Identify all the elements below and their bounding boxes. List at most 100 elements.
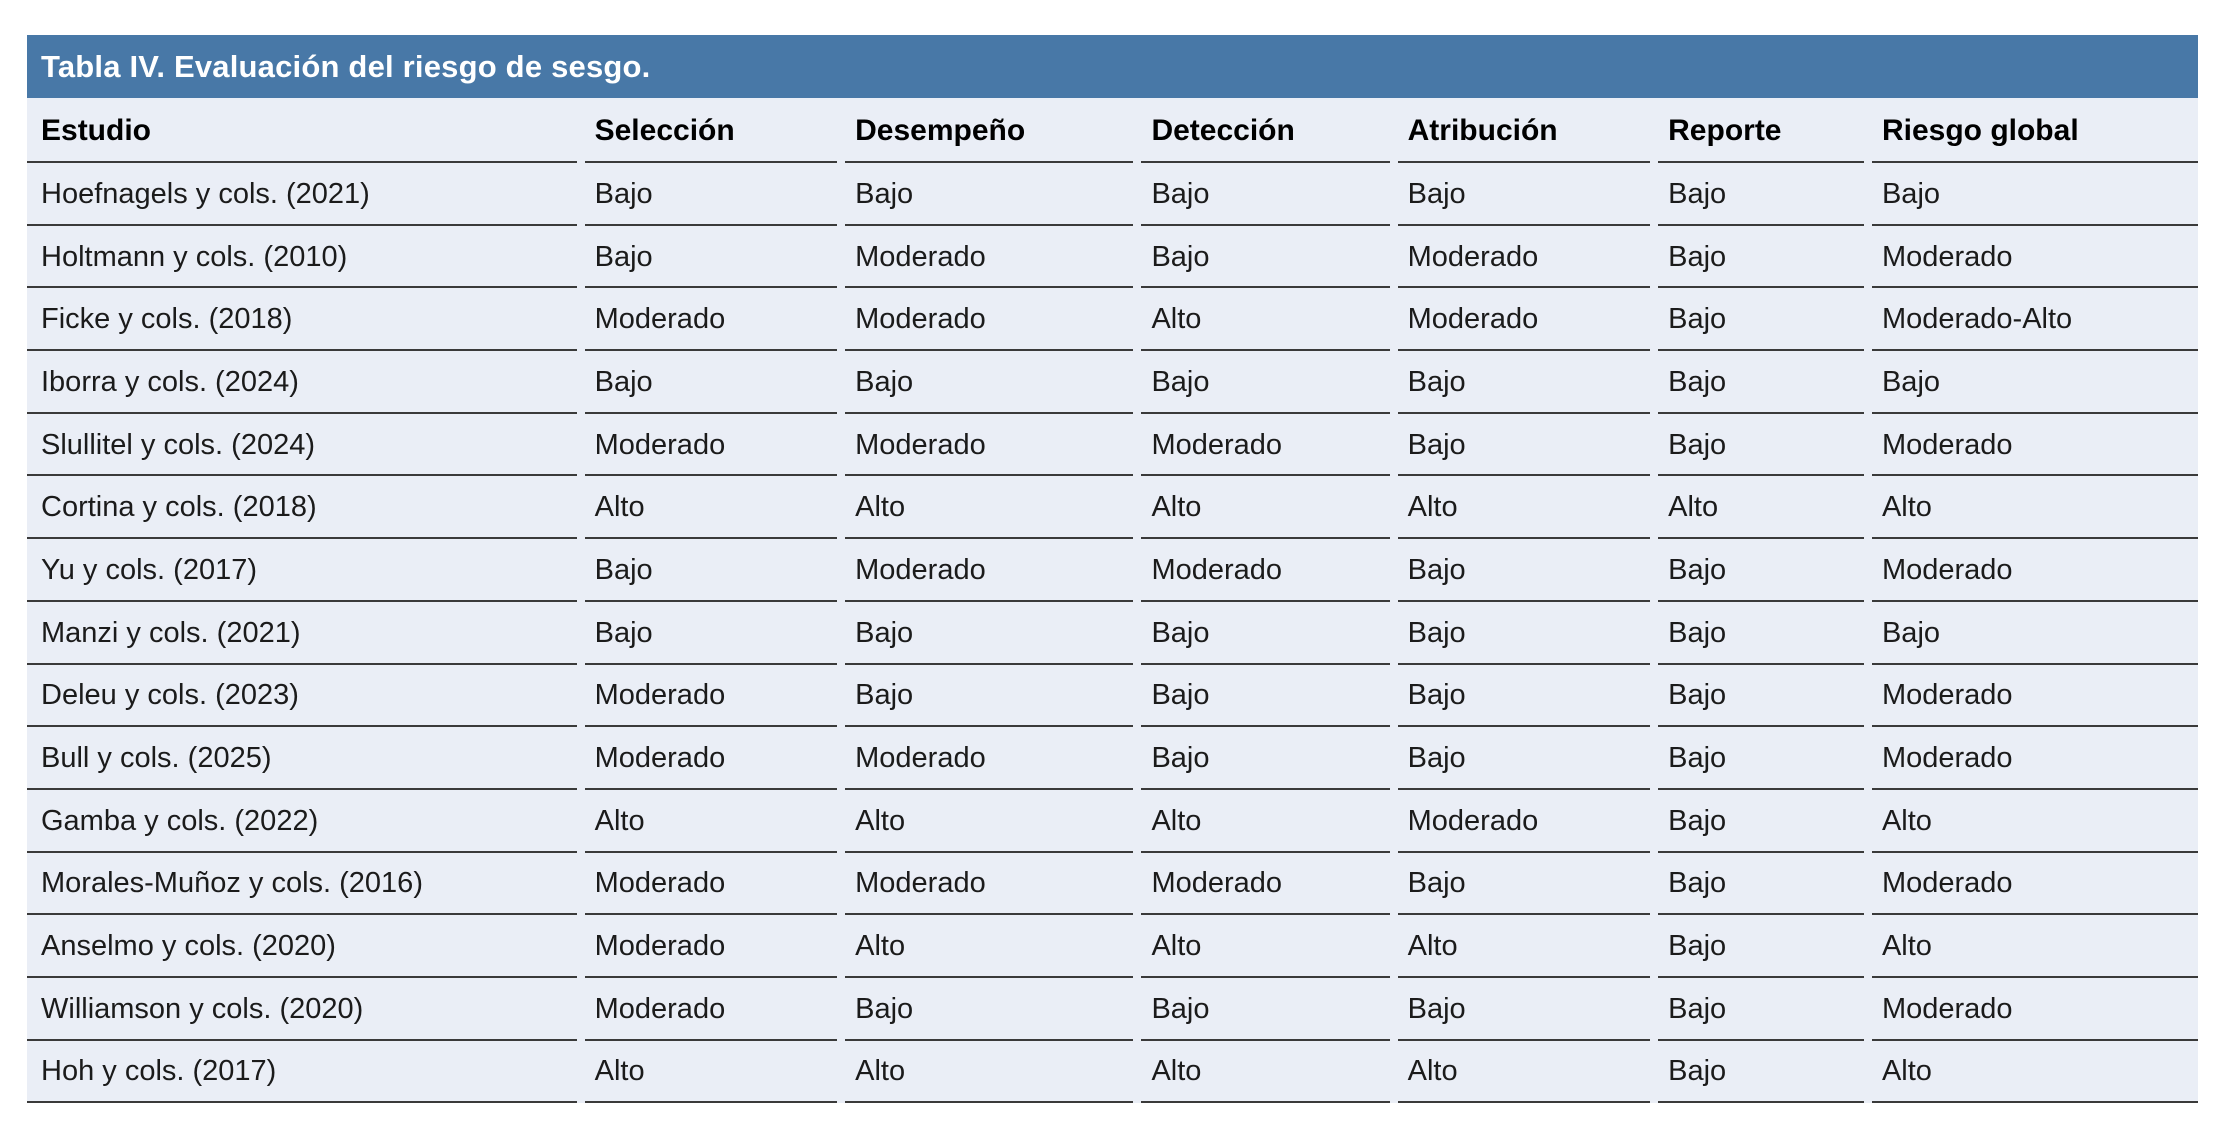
risk-cell: Bajo	[1137, 351, 1394, 414]
risk-cell: Moderado	[580, 977, 842, 1041]
table-row: Yu y cols. (2017) Bajo Moderado Moderado Baj…	[27, 539, 2198, 602]
study-cell: Iborra y cols. (2024)	[27, 351, 581, 414]
risk-cell: Bajo	[1393, 852, 1655, 916]
risk-cell: Moderado	[1393, 225, 1655, 289]
table-row: Bull y cols. (2025) Moderado Moderado Bajo B…	[27, 727, 2198, 790]
risk-cell: Bajo	[841, 664, 1138, 728]
column-header-0: Estudio	[27, 98, 581, 163]
risk-cell: Moderado	[841, 225, 1138, 289]
risk-cell: Bajo	[1137, 225, 1394, 289]
table-row: Slullitel y cols. (2024) Moderado Moderado…	[27, 413, 2198, 477]
column-header-4: Atribución	[1393, 98, 1655, 163]
study-cell: Morales-Muñoz y cols. (2016)	[27, 852, 581, 916]
risk-cell: Moderado	[1867, 977, 2198, 1041]
risk-cell: Alto	[1867, 915, 2198, 978]
risk-cell: Bajo	[1654, 601, 1868, 665]
risk-cell: Moderado	[1137, 413, 1394, 477]
table-row: Morales-Muñoz y cols. (2016) Moderado Mode…	[27, 852, 2198, 916]
risk-cell: Bajo	[1654, 163, 1868, 226]
risk-cell: Bajo	[1393, 351, 1655, 414]
risk-cell: Alto	[580, 789, 842, 853]
table-row: Hoefnagels y cols. (2021) Bajo Bajo Bajo Baj…	[27, 163, 2198, 226]
risk-cell: Bajo	[580, 163, 842, 226]
study-cell: Ficke y cols. (2018)	[27, 288, 581, 352]
study-cell: Bull y cols. (2025)	[27, 727, 581, 790]
risk-cell: Moderado-Alto	[1867, 288, 2198, 352]
risk-cell: Alto	[1867, 1040, 2198, 1104]
risk-cell: Moderado	[1867, 727, 2198, 790]
risk-cell: Alto	[1393, 1040, 1655, 1104]
risk-cell: Bajo	[841, 163, 1138, 226]
risk-cell: Bajo	[580, 539, 842, 602]
risk-cell: Bajo	[1654, 225, 1868, 289]
risk-cell: Alto	[1137, 288, 1394, 352]
study-cell: Deleu y cols. (2023)	[27, 664, 581, 728]
risk-cell: Bajo	[580, 351, 842, 414]
risk-cell: Moderado	[580, 288, 842, 352]
risk-cell: Moderado	[1393, 288, 1655, 352]
risk-cell: Alto	[1137, 476, 1394, 540]
column-header-1: Selección	[580, 98, 842, 163]
study-cell: Cortina y cols. (2018)	[27, 476, 581, 540]
risk-cell: Alto	[1654, 476, 1868, 540]
study-cell: Gamba y cols. (2022)	[27, 789, 581, 853]
risk-cell: Moderado	[580, 915, 842, 978]
column-header-5: Reporte	[1654, 98, 1868, 163]
risk-cell: Bajo	[841, 977, 1138, 1041]
risk-cell: Alto	[1393, 915, 1655, 978]
risk-cell: Bajo	[1654, 852, 1868, 916]
risk-cell: Bajo	[580, 601, 842, 665]
risk-cell: Moderado	[841, 288, 1138, 352]
table-row: Deleu y cols. (2023) Moderado Bajo Bajo Bajo…	[27, 664, 2198, 728]
risk-cell: Bajo	[1654, 915, 1868, 978]
table-row: Hoh y cols. (2017) Alto Alto Alto Alto Bajo Al…	[27, 1040, 2198, 1104]
risk-cell: Bajo	[1654, 1040, 1868, 1104]
risk-cell: Bajo	[841, 601, 1138, 665]
header-row: Estudio Selección Desempeño Detección Atribu…	[27, 98, 2198, 163]
risk-cell: Moderado	[841, 413, 1138, 477]
risk-cell: Alto	[841, 915, 1138, 978]
risk-cell: Moderado	[580, 664, 842, 728]
risk-cell: Moderado	[580, 852, 842, 916]
study-cell: Hoh y cols. (2017)	[27, 1040, 581, 1104]
risk-cell: Bajo	[1393, 163, 1655, 226]
risk-cell: Alto	[1137, 915, 1394, 978]
risk-cell: Moderado	[1867, 225, 2198, 289]
risk-cell: Alto	[841, 476, 1138, 540]
risk-of-bias-table: Estudio Selección Desempeño Detección Atribu…	[27, 98, 2198, 1104]
study-cell: Hoefnagels y cols. (2021)	[27, 163, 581, 226]
risk-cell: Bajo	[1654, 413, 1868, 477]
study-cell: Yu y cols. (2017)	[27, 539, 581, 602]
risk-cell: Bajo	[1393, 539, 1655, 602]
study-cell: Anselmo y cols. (2020)	[27, 915, 581, 978]
risk-cell: Bajo	[1654, 288, 1868, 352]
risk-cell: Bajo	[1867, 351, 2198, 414]
risk-cell: Moderado	[1867, 852, 2198, 916]
risk-cell: Bajo	[1137, 727, 1394, 790]
table-row: Anselmo y cols. (2020) Moderado Alto Alto Al…	[27, 915, 2198, 978]
column-header-2: Desempeño	[841, 98, 1138, 163]
study-cell: Holtmann y cols. (2010)	[27, 225, 581, 289]
risk-cell: Moderado	[841, 852, 1138, 916]
study-cell: Slullitel y cols. (2024)	[27, 413, 581, 477]
risk-cell: Bajo	[1137, 601, 1394, 665]
risk-cell: Bajo	[1654, 351, 1868, 414]
risk-cell: Moderado	[1393, 789, 1655, 853]
risk-cell: Moderado	[1867, 413, 2198, 477]
risk-cell: Alto	[1137, 1040, 1394, 1104]
table-row: Manzi y cols. (2021) Bajo Bajo Bajo Bajo Bajo…	[27, 601, 2198, 665]
risk-cell: Bajo	[1393, 601, 1655, 665]
column-header-6: Riesgo global	[1867, 98, 2198, 163]
risk-cell: Alto	[1393, 476, 1655, 540]
risk-cell: Alto	[841, 789, 1138, 853]
table-row: Ficke y cols. (2018) Moderado Moderado Alto…	[27, 288, 2198, 352]
risk-cell: Bajo	[1393, 977, 1655, 1041]
risk-cell: Moderado	[841, 727, 1138, 790]
risk-cell: Alto	[1867, 789, 2198, 853]
risk-cell: Bajo	[1393, 664, 1655, 728]
column-header-3: Detección	[1137, 98, 1394, 163]
table-row: Iborra y cols. (2024) Bajo Bajo Bajo Bajo Baj…	[27, 351, 2198, 414]
risk-cell: Bajo	[841, 351, 1138, 414]
table-title: Tabla IV. Evaluación del riesgo de sesgo…	[41, 48, 651, 84]
